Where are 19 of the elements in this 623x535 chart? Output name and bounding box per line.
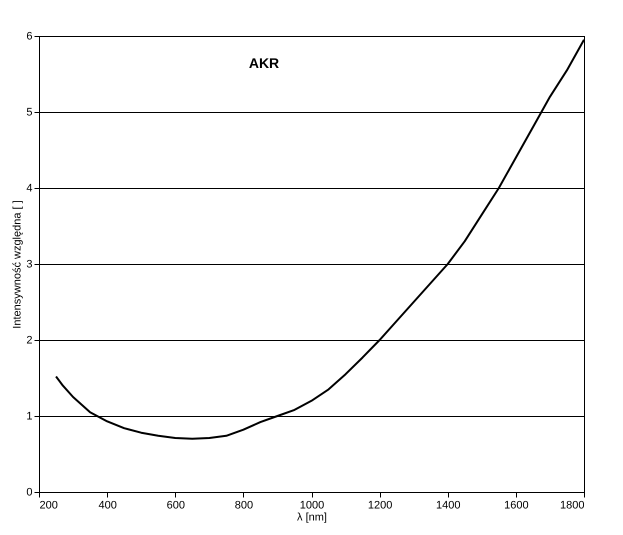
x-tick-label: 1400 [436,500,460,512]
x-tick-label: 1000 [300,500,324,512]
y-tick-label: 1 [26,410,32,422]
x-tick-label: 200 [40,500,58,512]
x-axis-title: λ [nm] [297,512,327,524]
y-tick-label: 0 [26,486,32,498]
y-tick-label: 6 [26,30,32,42]
y-tick-label: 5 [26,106,32,118]
x-tick-label: 1800 [560,500,584,512]
x-tick-label: 1200 [368,500,392,512]
y-tick-label: 3 [26,258,32,270]
y-axis-title: Intensywność względna [ ] [11,200,24,329]
y-tick-label: 2 [26,334,32,346]
y-tick-label: 4 [26,182,32,194]
text: AKR [248,55,280,71]
x-tick-label: 400 [98,500,117,512]
x-tick-label: 600 [166,500,185,512]
x-tick-label: 800 [234,500,254,512]
x-tick-label: 1600 [504,500,529,512]
